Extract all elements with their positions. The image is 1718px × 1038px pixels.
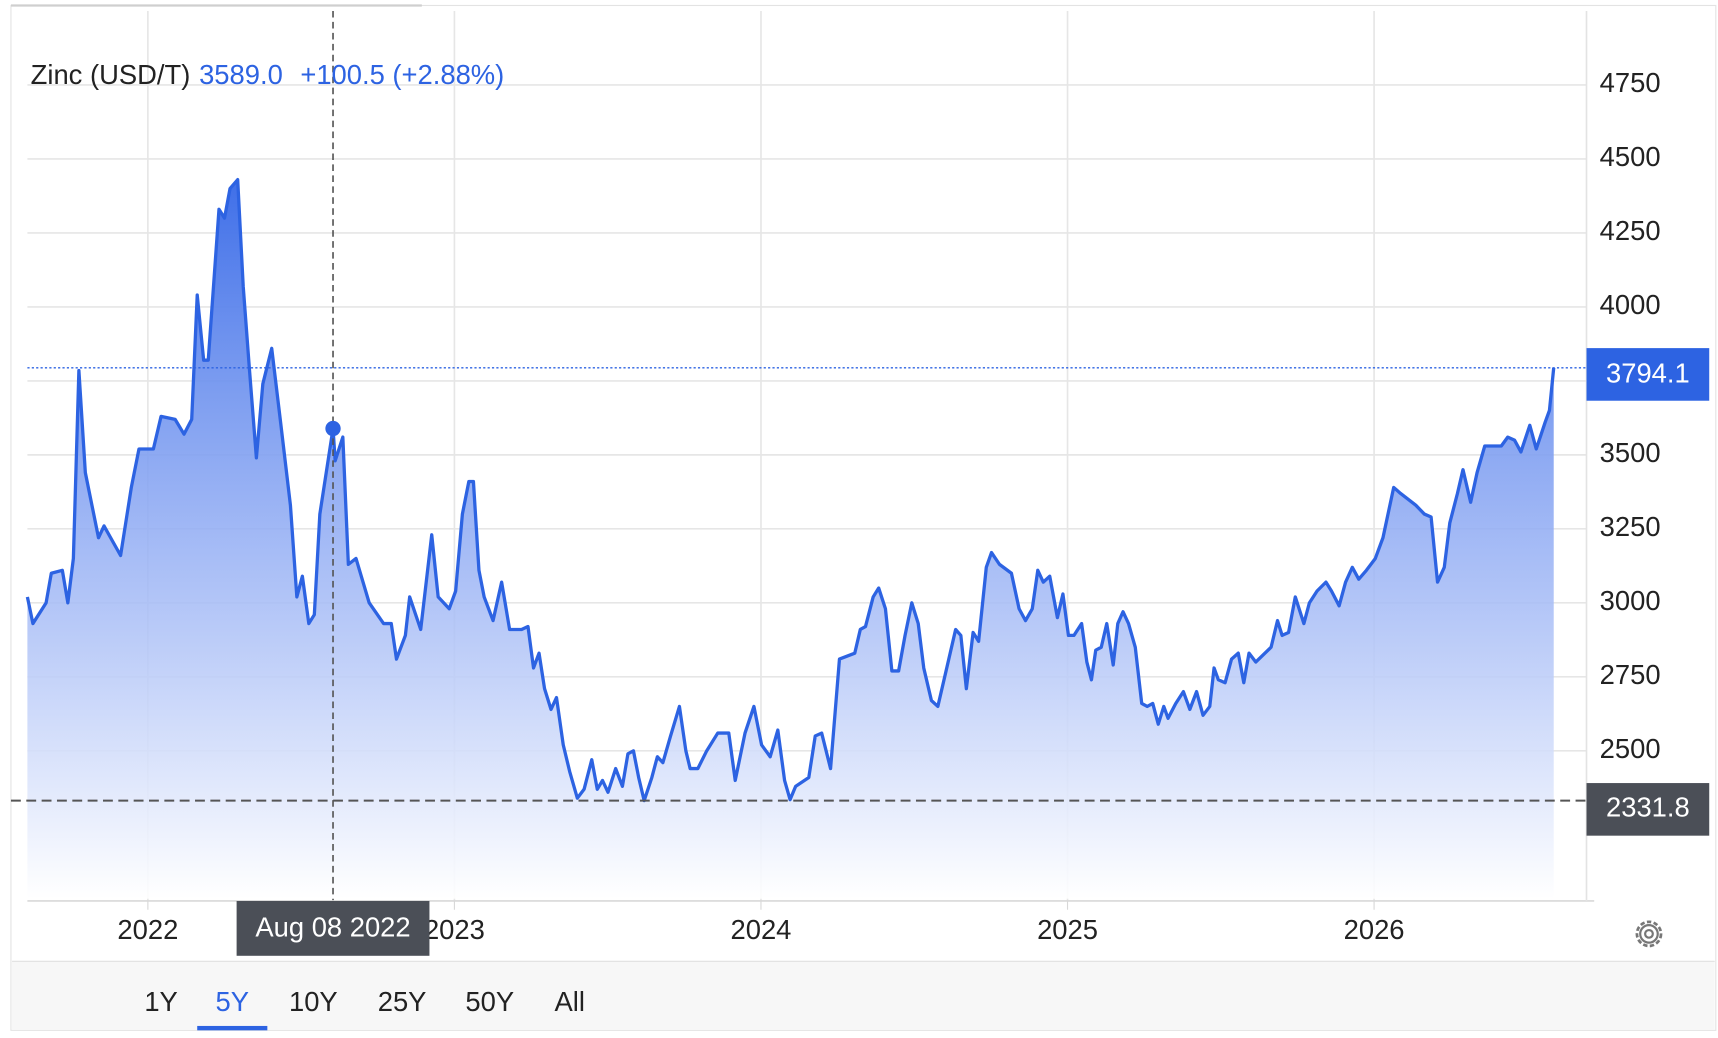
range-buttons: 1Y 5Y 10Y 25Y 50Y All (144, 986, 585, 1031)
instrument-name: Zinc (USD/T) (31, 59, 191, 90)
last-price-box (1586, 348, 1710, 401)
range-bar (12, 961, 1715, 1030)
plot (10, 10, 1587, 901)
y-tick-label: 3250 (1600, 511, 1661, 542)
gear-teeth (1635, 920, 1663, 948)
x-tick-label: 2026 (1344, 914, 1405, 945)
price: 3589.0 (199, 59, 283, 90)
crosshair-box (236, 900, 430, 956)
crosshair-point (325, 420, 341, 437)
line (25, 178, 1556, 803)
range-button[interactable]: 10Y (289, 986, 338, 1017)
range-button[interactable]: 50Y (465, 986, 514, 1017)
y-tick-label: 4250 (1600, 215, 1661, 246)
x-tick-label: 2022 (117, 914, 178, 945)
y-tick-label: 4000 (1600, 289, 1661, 320)
range-button[interactable]: 1Y (144, 986, 177, 1017)
y-tick-label: 4500 (1600, 141, 1661, 172)
settings-icon[interactable] (1635, 920, 1663, 948)
range-button[interactable]: 5Y (216, 986, 249, 1017)
y-tick-label: 2750 (1600, 659, 1661, 690)
low-label: 2331.8 (1606, 792, 1690, 823)
last-price-label: 3794.1 (1606, 358, 1690, 389)
y-tick-label: 4750 (1600, 67, 1661, 98)
gear-hub (1644, 928, 1654, 939)
y-tick-label: 3500 (1600, 437, 1661, 468)
x-tick-label: 2024 (731, 914, 792, 945)
active-underline (197, 1025, 268, 1031)
range-button[interactable]: 25Y (378, 986, 427, 1017)
y-tick-label: 2500 (1600, 733, 1661, 764)
low-box (1586, 783, 1710, 836)
gear-ring (1639, 924, 1659, 944)
x-tick-label: 2025 (1037, 914, 1098, 945)
area (27, 179, 1554, 899)
range-button[interactable]: All (555, 986, 585, 1017)
labels: 2500275030003250350037504000425045004750… (117, 67, 1710, 956)
x-tick-label: 2023 (424, 914, 485, 945)
crosshair-label: Aug 08 2022 (255, 912, 410, 943)
y-tick-label: 3000 (1600, 585, 1661, 616)
price-change: +100.5 (+2.88%) (300, 59, 504, 90)
